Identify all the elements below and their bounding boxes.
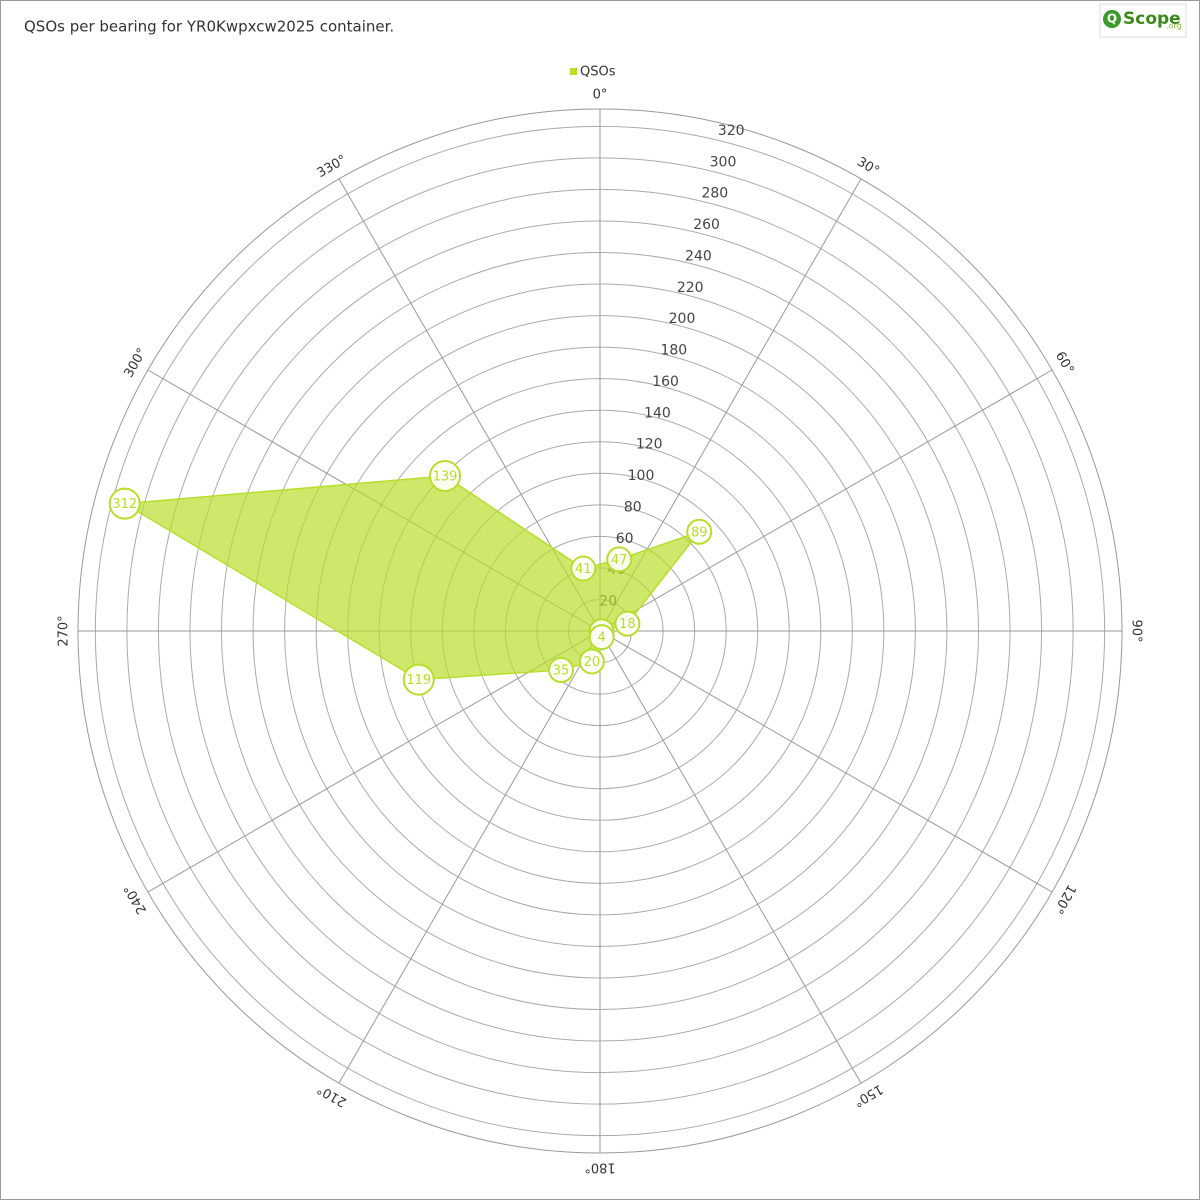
angle-label: 90°	[1129, 619, 1144, 642]
series-area	[122, 475, 702, 681]
point-marker	[428, 459, 461, 492]
radial-tick-label: 200	[669, 311, 696, 327]
radial-tick-label: 280	[701, 186, 728, 202]
radial-tick-label: 180	[660, 343, 687, 359]
point-marker	[547, 657, 574, 684]
point-label: 89	[691, 525, 708, 540]
radial-tick-label: 300	[710, 154, 737, 170]
logo-mark: Q	[1107, 12, 1117, 26]
point-marker	[108, 487, 141, 520]
radial-tick-label: 60	[616, 531, 634, 547]
radial-tick-label: 120	[636, 437, 663, 453]
legend-label: QSOs	[580, 65, 616, 80]
radial-tick-label: 260	[693, 217, 720, 233]
logo-text: Scope	[1123, 9, 1181, 29]
angle-label: 0°	[593, 88, 608, 103]
point-label: 35	[553, 664, 570, 679]
point-label: 41	[575, 562, 592, 577]
chart-title: QSOs per bearing for YR0Kwpxcw2025 conta…	[24, 18, 394, 36]
point-marker	[606, 546, 633, 573]
radial-tick-label: 240	[685, 248, 712, 264]
spoke	[338, 630, 601, 1084]
point-label: 312	[112, 497, 137, 512]
logo: Q Scope .org	[1099, 3, 1187, 38]
legend-swatch	[570, 68, 577, 75]
point-label: 47	[611, 553, 628, 568]
spoke	[599, 630, 862, 1084]
radial-tick-label: 100	[628, 468, 655, 484]
point-marker	[578, 648, 605, 675]
point-label: 119	[406, 673, 431, 688]
logo-suffix: .org	[1166, 22, 1182, 31]
angle-label: 180°	[584, 1160, 615, 1175]
point-marker	[614, 610, 641, 637]
point-label: 139	[433, 469, 458, 484]
radial-tick-label: 140	[644, 405, 671, 421]
point-label: 18	[619, 617, 636, 632]
point-label: 20	[584, 655, 601, 670]
point-marker	[570, 555, 597, 582]
radial-tick-label: 160	[652, 374, 679, 390]
logo-icon	[1103, 10, 1121, 28]
point-marker	[402, 663, 435, 696]
radial-tick-label: 320	[718, 123, 745, 139]
point-label: 4	[597, 631, 605, 646]
radial-tick-label: 220	[677, 280, 704, 296]
spoke	[599, 630, 1053, 893]
spoke	[599, 369, 1053, 632]
radial-tick-label: 80	[624, 499, 642, 515]
spoke	[147, 630, 601, 893]
point-marker	[588, 624, 615, 651]
angle-label: 270°	[57, 615, 72, 646]
point-marker	[686, 518, 713, 545]
